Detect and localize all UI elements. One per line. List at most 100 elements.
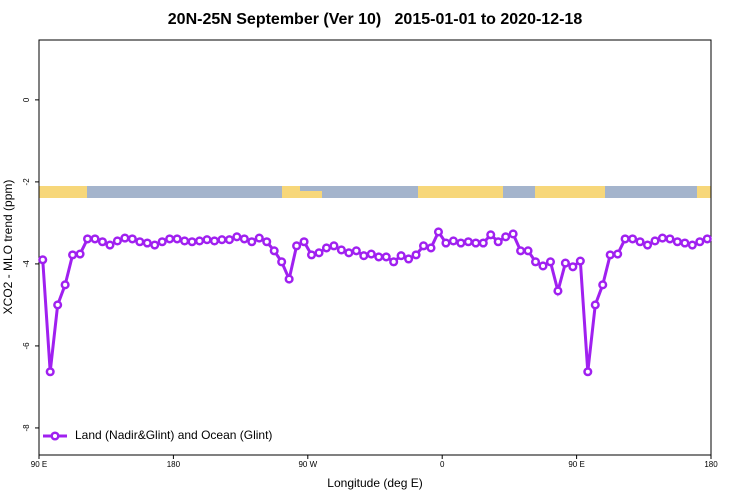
data-point (411, 250, 421, 260)
data-point (575, 256, 585, 266)
y-tick-label: -4 (22, 260, 31, 268)
data-point (217, 235, 227, 245)
data-point (97, 237, 108, 247)
data-point (523, 246, 533, 256)
data-point (568, 262, 578, 272)
data-point (120, 233, 130, 243)
data-point (448, 236, 458, 246)
data-point (45, 367, 55, 377)
data-point (60, 280, 70, 290)
data-point (463, 237, 473, 247)
data-point (695, 237, 705, 247)
x-tick-label: 90 E (568, 460, 584, 469)
data-point (254, 233, 264, 243)
chart-title: 20N-25N September (Ver 10) 2015-01-01 to… (168, 11, 583, 28)
x-tick-label: 90 W (298, 460, 317, 469)
data-point (605, 250, 615, 260)
data-point (53, 300, 63, 310)
data-point (38, 255, 48, 265)
data-point (486, 230, 496, 240)
data-point (628, 234, 638, 244)
data-point (284, 274, 294, 284)
data-point (209, 236, 220, 246)
data-point (224, 235, 234, 245)
data-point (418, 241, 429, 251)
data-point (90, 234, 100, 244)
data-point (598, 280, 608, 290)
data-point (262, 237, 272, 247)
data-point (127, 234, 137, 244)
data-point (306, 250, 317, 260)
data-point (493, 237, 503, 247)
y-tick-label: -2 (22, 178, 31, 186)
data-point (344, 248, 354, 258)
data-point (314, 248, 324, 258)
map-strip (39, 186, 711, 198)
data-point (232, 232, 242, 242)
data-point (441, 238, 451, 248)
y-axis-label: XCO2 - MLO trend (ppm) (1, 180, 15, 315)
data-point (172, 234, 182, 244)
legend-label: Land (Nadir&Glint) and Ocean (Glint) (75, 428, 272, 442)
y-tick-label: -6 (22, 342, 31, 350)
data-point (456, 238, 466, 248)
data-point (642, 240, 653, 250)
data-point (560, 258, 570, 268)
data-point (239, 234, 249, 244)
data-point (321, 243, 332, 253)
data-point (247, 237, 257, 247)
data-point (508, 229, 518, 239)
data-point (75, 249, 85, 259)
data-point (105, 240, 115, 250)
data-point (165, 234, 175, 244)
data-point (187, 237, 197, 247)
data-point (351, 246, 361, 256)
data-point (590, 300, 600, 310)
data-point (135, 237, 145, 247)
data-point (142, 238, 152, 248)
data-point (389, 257, 399, 267)
data-point (650, 236, 660, 246)
data-point (366, 249, 376, 259)
data-point (538, 261, 548, 271)
data-point (516, 246, 526, 256)
x-tick-label: 90 E (31, 460, 47, 469)
data-point (359, 251, 369, 261)
data-point (269, 246, 279, 256)
data-point (553, 286, 563, 296)
data-point (292, 241, 302, 251)
data-point (620, 234, 630, 244)
y-tick-label: -8 (22, 424, 31, 432)
data-point (381, 252, 391, 262)
data-point (396, 251, 406, 261)
data-point (329, 241, 339, 251)
data-point (82, 234, 93, 244)
x-tick-label: 180 (167, 460, 181, 469)
data-point (336, 245, 346, 255)
legend-marker (50, 431, 60, 441)
data-point (471, 238, 481, 248)
data-point (665, 234, 675, 244)
y-tick-label: 0 (22, 97, 31, 102)
data-point (687, 240, 697, 250)
data-point (202, 235, 212, 245)
plot-frame (38, 39, 712, 456)
data-point (672, 237, 682, 247)
data-point (374, 252, 384, 262)
data-point (194, 236, 205, 246)
data-point (583, 367, 593, 377)
data-point (277, 257, 287, 267)
data-point (545, 257, 556, 267)
data-point (180, 236, 190, 246)
data-point (150, 240, 160, 250)
data-point (433, 227, 444, 237)
data-point (112, 236, 122, 246)
data-point (680, 238, 690, 248)
data-point (613, 249, 623, 259)
x-axis-label: Longitude (deg E) (327, 476, 422, 490)
x-tick-label: 0 (440, 460, 445, 469)
data-point (702, 234, 712, 244)
data-point (404, 254, 414, 264)
data-point (635, 237, 645, 247)
